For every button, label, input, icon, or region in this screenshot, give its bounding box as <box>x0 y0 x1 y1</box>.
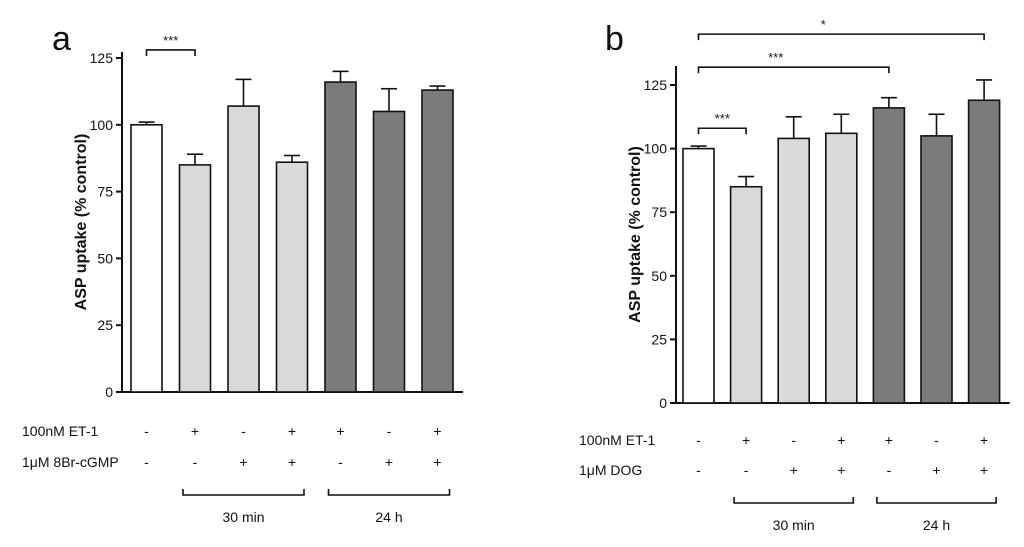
condition-sign: + <box>239 454 247 470</box>
condition-sign: + <box>980 462 988 478</box>
bar <box>824 132 858 404</box>
y-tick-label: 0 <box>659 395 667 411</box>
significance-mark: *** <box>768 50 783 65</box>
condition-sign: - <box>744 462 749 478</box>
bar <box>872 107 906 404</box>
panel-letter: b <box>605 20 624 58</box>
condition-sign: + <box>790 462 798 478</box>
significance-bracket <box>697 66 890 74</box>
bar <box>421 89 454 393</box>
condition-sign: + <box>885 432 893 448</box>
bar <box>372 110 406 393</box>
condition-sign: - <box>241 423 246 439</box>
significance-mark: *** <box>715 111 730 126</box>
y-tick-label: 125 <box>90 50 114 66</box>
condition-sign: + <box>385 454 393 470</box>
condition-sign: + <box>932 462 940 478</box>
y-tick-label: 75 <box>651 204 667 220</box>
condition-label: 100nM ET-1 <box>22 423 98 439</box>
group-label: 24 h <box>923 517 950 533</box>
group-bracket <box>876 497 997 504</box>
y-tick-label: 100 <box>90 117 114 133</box>
significance-mark: *** <box>163 33 178 48</box>
significance-bracket <box>145 49 196 56</box>
significance-bracket <box>697 33 985 41</box>
group-bracket <box>327 489 451 496</box>
condition-label: 100nM ET-1 <box>579 432 655 448</box>
condition-sign: - <box>887 462 892 478</box>
condition-sign: - <box>144 423 149 439</box>
condition-sign: + <box>837 432 845 448</box>
bar <box>920 135 953 404</box>
condition-label: 1μM DOG <box>579 462 642 478</box>
condition-sign: - <box>193 454 198 470</box>
condition-label: 1μM 8Br-cGMP <box>22 454 119 470</box>
bar <box>275 161 309 393</box>
condition-sign: - <box>338 454 343 470</box>
condition-sign: - <box>934 432 939 448</box>
y-tick-label: 100 <box>644 141 668 157</box>
bar <box>178 164 212 393</box>
y-tick-label: 25 <box>97 317 113 333</box>
condition-sign: - <box>696 432 701 448</box>
bar <box>729 185 763 404</box>
group-bracket <box>733 497 855 504</box>
bar <box>324 81 357 393</box>
condition-sign: + <box>837 462 845 478</box>
condition-sign: + <box>288 423 296 439</box>
bar <box>967 99 1001 404</box>
bar <box>777 137 811 404</box>
y-tick-label: 25 <box>651 331 667 347</box>
significance-mark: * <box>821 17 826 32</box>
condition-sign: - <box>696 462 701 478</box>
y-axis-title: ASP uptake (% control) <box>627 146 644 323</box>
group-label: 30 min <box>222 509 264 525</box>
group-label: 24 h <box>375 509 402 525</box>
panel-letter: a <box>52 20 71 58</box>
y-tick-label: 125 <box>644 77 668 93</box>
bar <box>682 147 715 404</box>
y-tick-label: 75 <box>97 184 113 200</box>
condition-sign: - <box>144 454 149 470</box>
group-bracket <box>182 489 305 496</box>
condition-sign: - <box>791 432 796 448</box>
condition-sign: + <box>433 454 441 470</box>
bar <box>130 124 163 393</box>
y-axis-title: ASP uptake (% control) <box>73 134 90 311</box>
condition-sign: + <box>288 454 296 470</box>
condition-sign: + <box>191 423 199 439</box>
condition-sign: + <box>980 432 988 448</box>
y-tick-label: 50 <box>651 268 667 284</box>
condition-sign: - <box>387 423 392 439</box>
condition-sign: + <box>433 423 441 439</box>
y-tick-label: 0 <box>105 384 113 400</box>
group-label: 30 min <box>773 517 815 533</box>
condition-sign: + <box>336 423 344 439</box>
condition-sign: + <box>742 432 750 448</box>
bar <box>227 105 260 393</box>
significance-bracket <box>697 127 747 135</box>
y-tick-label: 50 <box>97 250 113 266</box>
